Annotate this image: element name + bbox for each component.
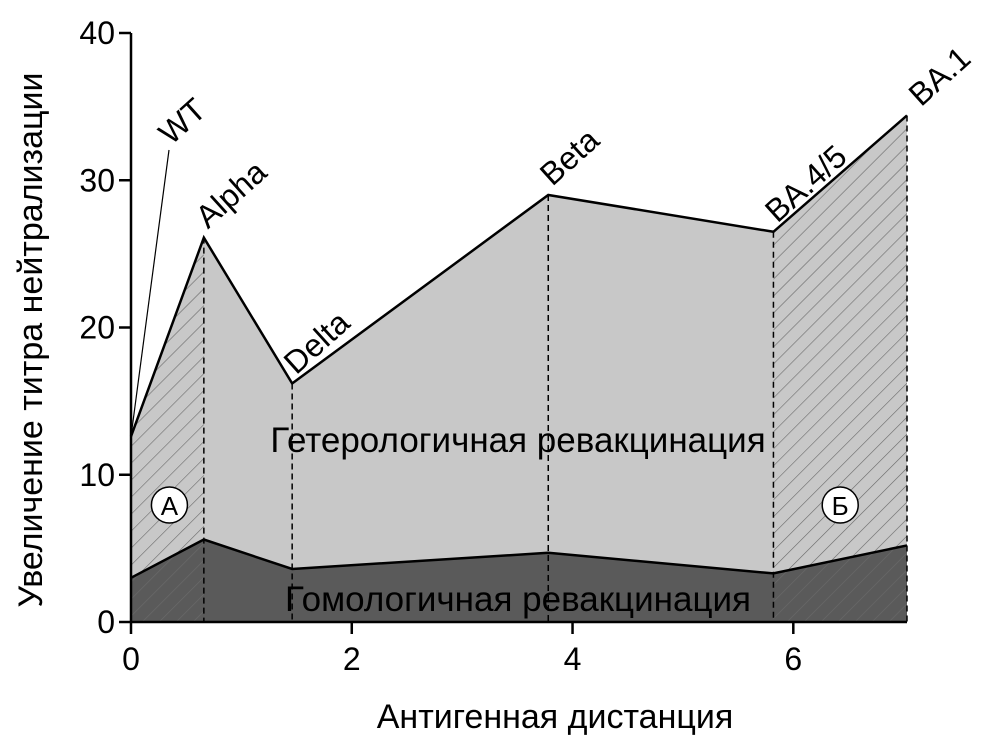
- annotation: А: [161, 491, 179, 521]
- series-line: [130, 538, 908, 579]
- annotation-circle: [150, 486, 189, 524]
- y-tick-label: 10: [79, 457, 115, 493]
- x-axis-label: Антигенная дистанция: [377, 698, 734, 736]
- area: [131, 115, 907, 623]
- point-label: WT: [152, 91, 213, 151]
- annotation: Б: [832, 491, 849, 521]
- series-label: Гомологичная ревакцинация: [285, 580, 751, 619]
- hatch-region: [773, 115, 907, 623]
- y-tick-label: 20: [79, 310, 115, 346]
- y-tick-label: 30: [79, 162, 115, 198]
- point-label: Beta: [533, 121, 606, 192]
- point-label: Alpha: [188, 153, 273, 235]
- y-axis-label: Увеличение титра нейтрализации: [12, 73, 50, 608]
- annotation-circle: [821, 486, 859, 524]
- x-tick-label: 6: [784, 641, 802, 677]
- series-line: [129, 114, 908, 437]
- y-tick-label: 0: [97, 604, 115, 640]
- x-tick-label: 4: [564, 641, 582, 677]
- series-label: Гетерологичная ревакцинация: [270, 421, 765, 460]
- leader-line: [130, 149, 170, 437]
- x-tick-label: 2: [343, 641, 361, 677]
- area: [131, 539, 907, 622]
- point-label: BA.1: [902, 39, 978, 112]
- y-tick-label: 40: [79, 15, 115, 51]
- x-tick-label: 0: [122, 641, 140, 677]
- hatch-region: [131, 237, 204, 623]
